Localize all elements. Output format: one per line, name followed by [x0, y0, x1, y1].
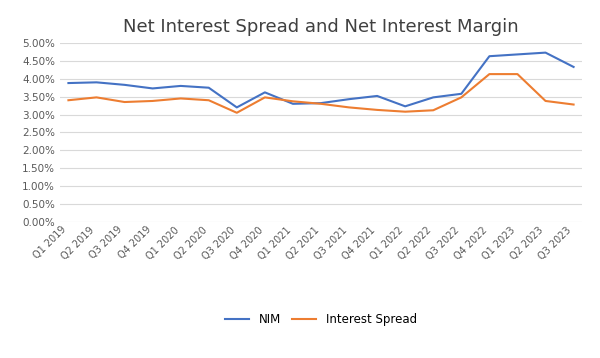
- Interest Spread: [289, 99, 296, 103]
- Interest Spread: [233, 111, 241, 115]
- NIM: [542, 50, 549, 55]
- Title: Net Interest Spread and Net Interest Margin: Net Interest Spread and Net Interest Mar…: [123, 18, 519, 36]
- Interest Spread: [65, 98, 72, 102]
- Interest Spread: [346, 105, 353, 110]
- Interest Spread: [374, 108, 381, 112]
- Interest Spread: [486, 72, 493, 76]
- Interest Spread: [205, 98, 212, 102]
- Interest Spread: [121, 100, 128, 104]
- NIM: [570, 65, 577, 69]
- Interest Spread: [514, 72, 521, 76]
- NIM: [486, 54, 493, 58]
- NIM: [458, 92, 465, 96]
- NIM: [65, 81, 72, 85]
- NIM: [93, 80, 100, 84]
- Interest Spread: [93, 95, 100, 100]
- Interest Spread: [149, 99, 156, 103]
- NIM: [177, 84, 184, 88]
- NIM: [121, 83, 128, 87]
- Legend: NIM, Interest Spread: NIM, Interest Spread: [221, 308, 421, 331]
- Interest Spread: [458, 95, 465, 100]
- Interest Spread: [401, 110, 409, 114]
- Line: NIM: NIM: [68, 53, 574, 107]
- Interest Spread: [317, 102, 325, 106]
- Line: Interest Spread: Interest Spread: [68, 74, 574, 113]
- NIM: [205, 86, 212, 90]
- NIM: [346, 97, 353, 101]
- Interest Spread: [570, 102, 577, 107]
- NIM: [289, 102, 296, 106]
- NIM: [317, 101, 325, 105]
- NIM: [430, 95, 437, 100]
- NIM: [149, 86, 156, 91]
- NIM: [261, 90, 268, 95]
- NIM: [233, 105, 241, 110]
- NIM: [514, 52, 521, 57]
- NIM: [374, 94, 381, 98]
- Interest Spread: [261, 95, 268, 100]
- Interest Spread: [177, 96, 184, 101]
- Interest Spread: [430, 108, 437, 112]
- NIM: [401, 104, 409, 108]
- Interest Spread: [542, 99, 549, 103]
